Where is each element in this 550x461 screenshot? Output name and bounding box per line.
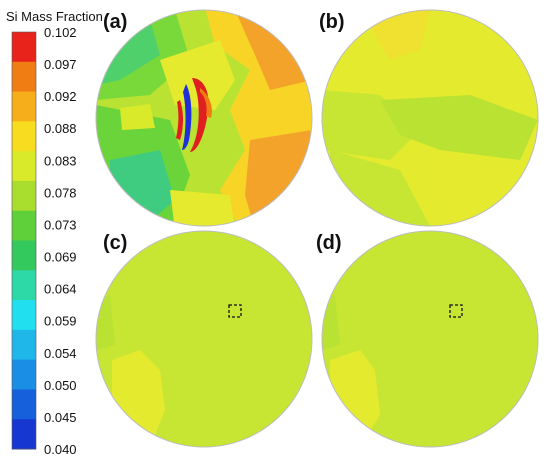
- panel-a: (a): [95, 9, 313, 227]
- legend-swatch: [12, 359, 36, 390]
- legend-tick-label: 0.059: [44, 314, 77, 329]
- legend-tick-label: 0.083: [44, 153, 77, 168]
- legend-swatch: [12, 210, 36, 241]
- legend-swatch: [12, 151, 36, 182]
- legend-tick-label: 0.040: [44, 442, 77, 457]
- panel-b-field: [322, 10, 538, 226]
- legend-swatch: [12, 270, 36, 301]
- legend-ticks: 0.102 0.097 0.092 0.088 0.083 0.078 0.073 0.069…: [44, 25, 77, 457]
- legend-swatch: [12, 240, 36, 271]
- colorbar-legend: Si Mass Fraction 0.102 0.097 0.092 0.088 0.0…: [6, 9, 103, 457]
- legend-tick-label: 0.078: [44, 185, 77, 200]
- legend-swatch: [12, 61, 36, 93]
- legend-swatches: [11, 31, 37, 450]
- panel-d-field: [322, 231, 538, 447]
- legend-tick-label: 0.045: [44, 410, 77, 425]
- legend-tick-label: 0.069: [44, 250, 77, 265]
- legend-tick-label: 0.097: [44, 57, 77, 72]
- legend-tick-label: 0.054: [44, 346, 77, 361]
- legend-swatch: [12, 91, 36, 122]
- legend-tick-label: 0.073: [44, 217, 77, 232]
- panel-a-label: (a): [103, 11, 127, 33]
- legend-frame: [11, 31, 37, 450]
- legend-swatch: [12, 329, 36, 361]
- legend-tick-label: 0.092: [44, 89, 77, 104]
- panel-c: (c): [95, 230, 313, 448]
- panel-d-label: (d): [316, 232, 342, 254]
- legend-tick-label: 0.064: [44, 282, 77, 297]
- legend-swatch: [12, 300, 36, 331]
- legend-swatch: [12, 121, 36, 152]
- legend-swatch: [12, 180, 36, 212]
- legend-tick-label: 0.050: [44, 378, 77, 393]
- panel-b-label: (b): [319, 11, 345, 33]
- legend-tick-label: 0.102: [44, 25, 77, 40]
- legend-swatch: [12, 419, 36, 450]
- legend-swatch: [12, 32, 36, 63]
- panel-c-field: [96, 231, 312, 447]
- panel-b: (b): [319, 9, 539, 227]
- legend-swatch: [12, 389, 36, 420]
- legend-title: Si Mass Fraction: [6, 9, 103, 24]
- legend-tick-label: 0.088: [44, 121, 77, 136]
- panel-c-label: (c): [103, 232, 127, 254]
- panel-d: (d): [316, 230, 539, 448]
- probe-marker-c: [228, 304, 242, 318]
- probe-marker-d: [449, 304, 463, 318]
